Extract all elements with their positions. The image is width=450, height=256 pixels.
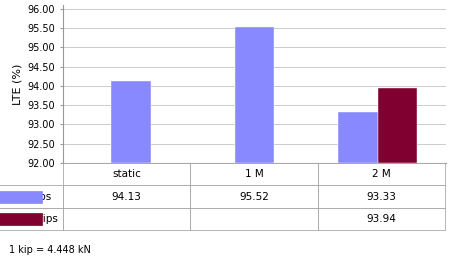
Bar	[0, 213, 42, 226]
Text: 1 kip = 4.448 kN: 1 kip = 4.448 kN	[9, 245, 91, 255]
Bar	[338, 112, 378, 163]
Y-axis label: LTE (%): LTE (%)	[12, 63, 22, 105]
Bar	[111, 81, 151, 163]
Bar	[378, 88, 417, 163]
Bar	[0, 190, 42, 203]
Bar	[234, 27, 274, 163]
